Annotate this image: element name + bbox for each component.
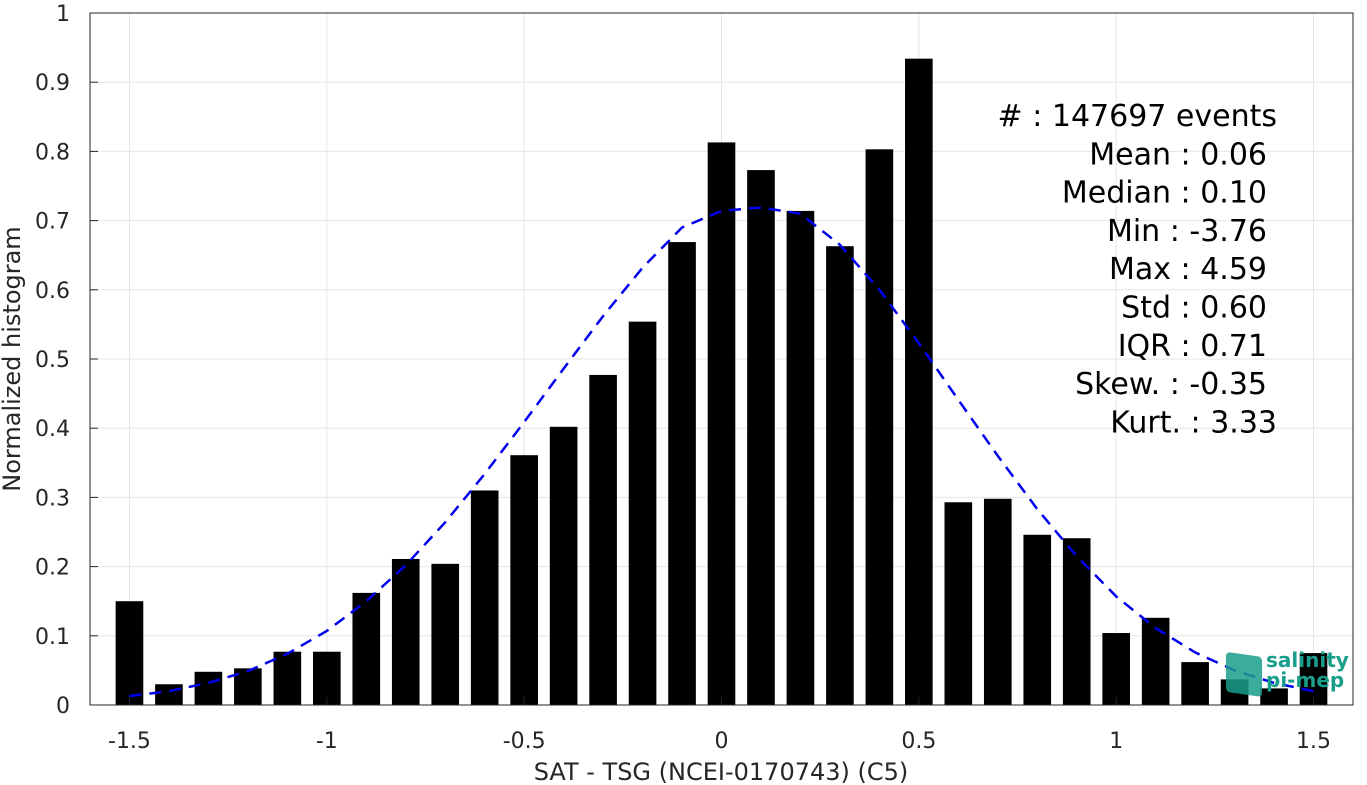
histogram-bar	[549, 426, 578, 705]
y-tick-label: 0	[56, 694, 70, 719]
x-tick-label: -0.5	[503, 729, 546, 754]
stat-line: Mean : 0.06	[1089, 137, 1267, 172]
stat-line: Min : -3.76	[1107, 214, 1267, 249]
histogram-bar	[1141, 617, 1170, 705]
histogram-bar	[431, 563, 460, 705]
y-tick-label: 0.9	[35, 71, 70, 96]
histogram-bar	[155, 684, 183, 705]
x-tick-label: 1	[1109, 729, 1123, 754]
y-tick-label: 0.1	[35, 625, 70, 650]
histogram-bar	[115, 601, 144, 705]
y-tick-label: 0.7	[35, 210, 70, 235]
x-tick-label: 1.5	[1296, 729, 1331, 754]
histogram-bar	[1062, 538, 1091, 705]
x-tick-label: 0.5	[901, 729, 936, 754]
histogram-bar	[1299, 653, 1328, 705]
stat-line: Kurt. : 3.33	[1110, 405, 1277, 440]
logo-text-line1: salinity	[1266, 648, 1349, 672]
histogram-bar	[826, 246, 854, 706]
histogram-bars	[115, 58, 1328, 706]
stat-line: Max : 4.59	[1109, 252, 1267, 287]
normal-fit-curve	[129, 206, 1314, 698]
histogram-bar	[510, 455, 538, 705]
stat-line: Std : 0.60	[1121, 291, 1267, 326]
y-axis-label: Normalized histogram	[0, 226, 26, 491]
stat-line: IQR : 0.71	[1118, 329, 1267, 364]
histogram-bar	[983, 498, 1012, 705]
histogram-bar	[273, 651, 302, 705]
y-tick-label: 0.6	[35, 279, 70, 304]
y-axis-ticks: 0 0.1 0.2 0.3 0.4 0.5 0.6 0.7 0.8 0.9 1	[35, 2, 98, 719]
x-axis-ticks: -1.5 -1 -0.5 0 0.5 1 1.5	[108, 697, 1331, 754]
histogram-bar	[905, 58, 933, 706]
x-tick-label: 0	[715, 729, 729, 754]
x-tick-label: -1.5	[108, 729, 151, 754]
logo-mark	[1226, 652, 1262, 697]
x-axis-label: SAT - TSG (NCEI-0170743) (C5)	[534, 758, 909, 785]
stat-line: Skew. : -0.35	[1075, 367, 1267, 402]
y-tick-label: 0.8	[35, 140, 70, 165]
histogram-bar	[194, 671, 223, 705]
histogram-bar	[747, 170, 775, 706]
histogram-bar	[312, 651, 341, 705]
histogram-bar	[352, 592, 381, 705]
histogram-bar	[391, 558, 420, 705]
y-tick-label: 0.4	[35, 417, 70, 442]
histogram-bar	[470, 490, 499, 705]
y-tick-label: 1	[56, 2, 70, 27]
y-tick-label: 0.2	[35, 556, 70, 581]
histogram-bar	[1023, 534, 1052, 705]
salinity-pimep-logo: salinity pi-mep	[1226, 648, 1349, 697]
stat-line: # : 147697 events	[998, 99, 1277, 134]
stat-line: Median : 0.10	[1062, 176, 1267, 211]
y-tick-label: 0.5	[35, 348, 70, 373]
histogram-bar	[944, 502, 973, 705]
histogram-bar	[589, 374, 617, 705]
histogram-bar	[707, 142, 736, 706]
histogram-bar	[786, 210, 815, 706]
x-tick-label: -1	[316, 729, 338, 754]
y-tick-label: 0.3	[35, 486, 70, 511]
logo-text-line2: pi-mep	[1266, 668, 1344, 692]
histogram-bar	[1102, 633, 1131, 705]
histogram-bar	[1181, 662, 1209, 705]
histogram-bar	[865, 149, 894, 706]
histogram-bar	[668, 242, 696, 705]
histogram-bar	[1260, 688, 1288, 705]
histogram-bar	[628, 321, 657, 705]
